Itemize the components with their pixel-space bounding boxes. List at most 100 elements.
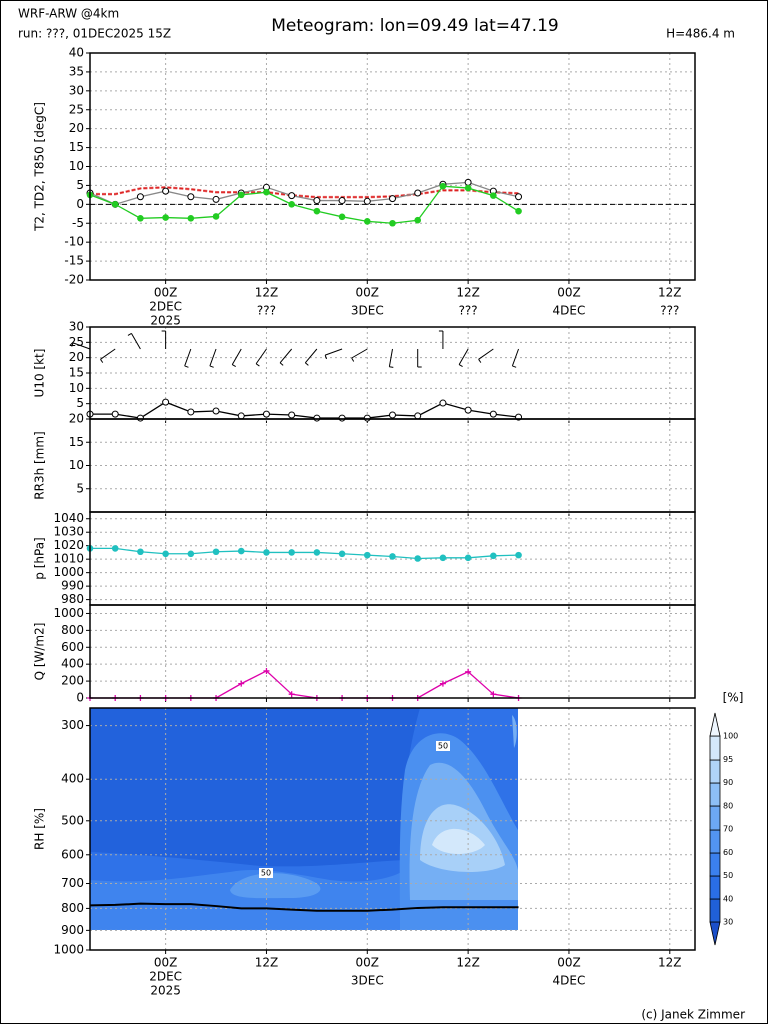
marker — [515, 193, 523, 201]
x-tick-label: 00Z — [557, 286, 581, 300]
marker — [489, 410, 497, 418]
marker — [313, 414, 321, 422]
x-tick-label: 00Z — [356, 286, 380, 300]
y-tick-label: 35 — [69, 64, 84, 78]
contour-label: 50 — [261, 869, 271, 878]
marker — [338, 550, 346, 558]
y-tick-label: 15 — [69, 366, 84, 380]
colorbar-tick-label: 40 — [723, 894, 733, 903]
marker — [288, 201, 295, 208]
marker — [439, 680, 446, 687]
wind-barb — [351, 348, 368, 362]
marker — [363, 551, 371, 559]
marker — [338, 414, 346, 422]
y-tick-label: 300 — [61, 718, 84, 732]
marker — [490, 552, 497, 560]
series-line — [90, 401, 519, 419]
y-tick-label: 400 — [61, 657, 84, 671]
series-line — [90, 186, 519, 198]
y-tick-label: 10 — [69, 381, 84, 395]
marker — [288, 549, 295, 556]
wind-barb — [255, 348, 267, 367]
y-tick-label: 30 — [69, 320, 84, 334]
wind-barb — [209, 348, 217, 368]
marker — [162, 187, 170, 195]
y-tick-label: 600 — [61, 640, 84, 654]
wind-barb — [184, 348, 192, 368]
colorbar — [709, 712, 721, 946]
colorbar-tick-label: 100 — [723, 732, 738, 741]
contour-label-box — [259, 868, 273, 878]
y-tick-label: -10 — [64, 235, 84, 249]
x-tick-label: 12Z — [658, 286, 682, 300]
wind-barb — [279, 348, 293, 366]
marker — [313, 197, 321, 205]
y-tick-label: 5 — [76, 396, 84, 410]
y-tick-label: 15 — [69, 140, 84, 154]
y-tick-label: 200 — [61, 674, 84, 688]
marker — [111, 545, 119, 552]
x-tick-sublabel: ??? — [459, 304, 478, 318]
marker — [187, 408, 195, 416]
y-tick-label: 980 — [61, 592, 84, 606]
marker — [313, 549, 321, 556]
marker — [439, 399, 447, 407]
wind-barb — [71, 342, 91, 350]
marker — [187, 550, 195, 558]
series-line-shadow — [90, 186, 519, 199]
y-tick-label: 20 — [69, 350, 84, 364]
marker — [137, 548, 144, 556]
marker — [515, 551, 522, 559]
y-tick-label: 700 — [61, 876, 84, 890]
marker — [363, 197, 371, 205]
wind-barb — [304, 348, 318, 366]
y-tick-label: 1000 — [53, 606, 84, 620]
wind-barb — [417, 349, 422, 368]
y-tick-label: 400 — [61, 772, 84, 786]
marker — [338, 213, 346, 221]
wind-barb — [100, 348, 116, 363]
x-tick-sublabel: 3DEC — [351, 974, 384, 988]
colorbar-tick-label: 30 — [723, 918, 733, 927]
wind-barb — [478, 348, 494, 363]
wind-barb — [458, 348, 469, 368]
wind-barb — [231, 348, 242, 368]
marker — [237, 191, 245, 199]
x-tick-sublabel: 2DEC — [149, 300, 182, 314]
marker — [515, 207, 522, 215]
marker — [313, 207, 321, 215]
x-tick-label: 00Z — [356, 956, 380, 970]
y-tick-label: 600 — [61, 847, 84, 861]
colorbar-tick-label: 90 — [723, 778, 733, 787]
y-tick-label: 5 — [76, 481, 84, 495]
wind-barb — [511, 348, 520, 368]
marker — [389, 411, 396, 419]
chart-title: Meteogram: lon=09.49 lat=47.19 — [271, 16, 558, 36]
panel-frame — [89, 707, 696, 951]
y-tick-label: 15 — [69, 435, 84, 449]
y-tick-label: 1030 — [53, 525, 84, 539]
wind-barb — [161, 330, 167, 349]
marker — [389, 195, 396, 203]
marker — [237, 547, 245, 555]
marker — [439, 182, 447, 190]
marker — [464, 406, 472, 414]
x-tick-sublabel: ??? — [257, 304, 276, 318]
marker — [288, 691, 295, 698]
wind-barb — [438, 330, 444, 349]
x-tick-sublabel: 2DEC — [149, 970, 182, 984]
marker — [237, 412, 245, 420]
marker — [490, 192, 497, 199]
marker — [414, 555, 422, 562]
y-tick-label: 1040 — [53, 511, 84, 525]
y-tick-label: 10 — [69, 458, 84, 472]
y-tick-label: 30 — [69, 83, 84, 97]
run-label: run: ???, 01DEC2025 15Z — [18, 27, 171, 41]
copyright: (c) Janek Zimmer — [641, 1008, 745, 1022]
marker — [262, 410, 270, 418]
x-tick-label: 12Z — [456, 286, 480, 300]
y-tick-label: 25 — [69, 102, 84, 116]
marker — [111, 201, 119, 208]
rh-field — [90, 708, 518, 930]
y-tick-label: 900 — [61, 923, 84, 937]
